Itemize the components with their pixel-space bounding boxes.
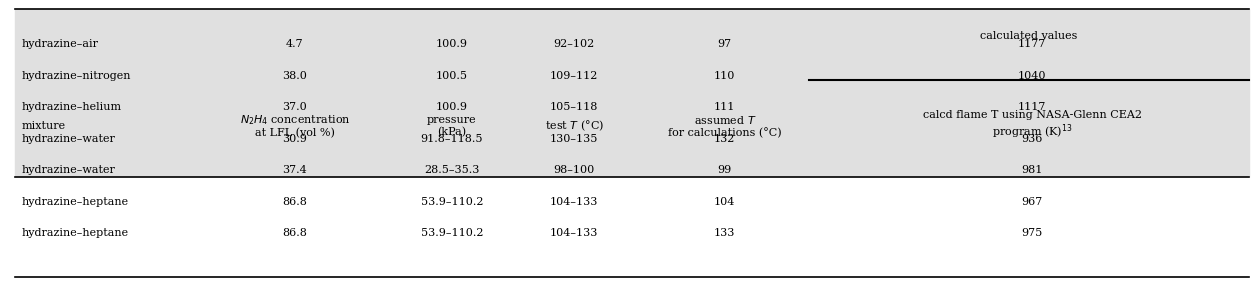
Text: 104–133: 104–133	[550, 228, 599, 238]
Text: 967: 967	[1022, 197, 1043, 206]
Text: 1117: 1117	[1018, 102, 1047, 112]
Text: hydrazine–heptane: hydrazine–heptane	[21, 197, 128, 206]
Text: hydrazine–nitrogen: hydrazine–nitrogen	[21, 71, 131, 81]
Text: hydrazine–water: hydrazine–water	[21, 165, 115, 175]
Text: 38.0: 38.0	[282, 71, 307, 81]
Text: 53.9–110.2: 53.9–110.2	[420, 228, 483, 238]
Text: test $T$ (°C): test $T$ (°C)	[545, 119, 604, 133]
Text: 53.9–110.2: 53.9–110.2	[420, 197, 483, 206]
Text: hydrazine–heptane: hydrazine–heptane	[21, 228, 128, 238]
Text: 1177: 1177	[1018, 39, 1047, 49]
Text: hydrazine–helium: hydrazine–helium	[21, 102, 122, 112]
Text: $N_2H_4$ concentration
at LFL (vol %): $N_2H_4$ concentration at LFL (vol %)	[240, 113, 350, 139]
Text: 30.9: 30.9	[282, 134, 307, 144]
Text: 92–102: 92–102	[553, 39, 595, 49]
Text: 4.7: 4.7	[286, 39, 304, 49]
Text: 130–135: 130–135	[550, 134, 599, 144]
Text: 100.9: 100.9	[435, 39, 468, 49]
Text: 105–118: 105–118	[550, 102, 599, 112]
Text: assumed $T$
for calculations (°C): assumed $T$ for calculations (°C)	[668, 114, 782, 138]
Text: 110: 110	[714, 71, 735, 81]
Text: 99: 99	[718, 165, 732, 175]
Text: 133: 133	[714, 228, 735, 238]
Text: 37.0: 37.0	[282, 102, 307, 112]
Text: 97: 97	[718, 39, 732, 49]
Text: 1040: 1040	[1018, 71, 1047, 81]
Text: 86.8: 86.8	[282, 197, 307, 206]
Bar	[15, 177, 1249, 277]
Text: calcd flame T using NASA-Glenn CEA2
program (K)$^{13}$: calcd flame T using NASA-Glenn CEA2 prog…	[922, 110, 1142, 142]
Text: 100.5: 100.5	[435, 71, 468, 81]
Text: 132: 132	[714, 134, 735, 144]
Text: 98–100: 98–100	[553, 165, 595, 175]
Text: hydrazine–air: hydrazine–air	[21, 39, 98, 49]
Text: mixture: mixture	[21, 121, 65, 131]
Text: 37.4: 37.4	[282, 165, 307, 175]
Text: 100.9: 100.9	[435, 102, 468, 112]
Text: 111: 111	[714, 102, 735, 112]
Bar	[15, 9, 1249, 177]
Text: 28.5–35.3: 28.5–35.3	[424, 165, 479, 175]
Text: 975: 975	[1022, 228, 1043, 238]
Text: 981: 981	[1022, 165, 1043, 175]
Text: hydrazine–water: hydrazine–water	[21, 134, 115, 144]
Text: 109–112: 109–112	[550, 71, 599, 81]
Text: 936: 936	[1022, 134, 1043, 144]
Text: 104: 104	[714, 197, 735, 206]
Text: 104–133: 104–133	[550, 197, 599, 206]
Text: pressure
(kPa): pressure (kPa)	[427, 115, 477, 137]
Text: 86.8: 86.8	[282, 228, 307, 238]
Text: 91.8–118.5: 91.8–118.5	[420, 134, 483, 144]
Text: calculated values: calculated values	[980, 31, 1078, 41]
